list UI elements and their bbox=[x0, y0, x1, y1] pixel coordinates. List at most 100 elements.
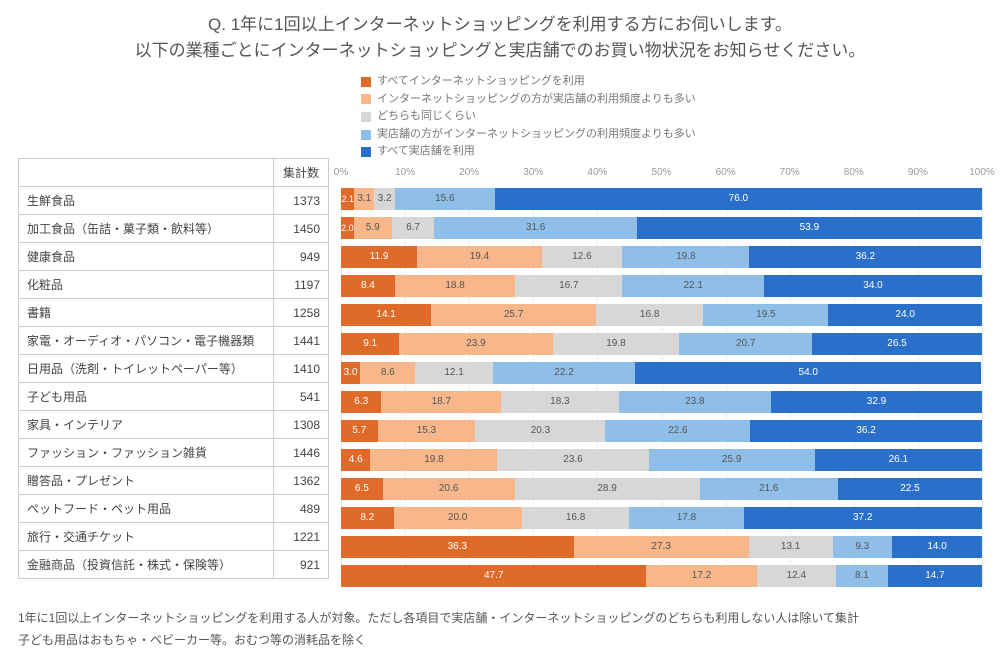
bar-segment: 4.6 bbox=[341, 449, 370, 471]
bar-segment: 8.2 bbox=[341, 507, 394, 529]
category-cell: 健康食品 bbox=[19, 243, 274, 271]
bar-segment: 9.1 bbox=[341, 333, 399, 355]
bar-segment: 36.3 bbox=[341, 536, 574, 558]
legend-item: どちらも同じくらい bbox=[361, 108, 982, 126]
count-cell: 1221 bbox=[274, 523, 329, 551]
legend-item: 実店舗の方がインターネットショッピングの利用頻度よりも多い bbox=[361, 126, 982, 144]
table-row: 家電・オーディオ・パソコン・電子機器類1441 bbox=[19, 327, 329, 355]
table-row: 子ども用品541 bbox=[19, 383, 329, 411]
category-cell: 金融商品（投資信託・株式・保険等） bbox=[19, 551, 274, 579]
bar-row: 2.05.96.731.653.9 bbox=[341, 217, 982, 239]
table-row: 書籍1258 bbox=[19, 299, 329, 327]
legend-item: すべて実店舗を利用 bbox=[361, 143, 982, 161]
bar-segment: 12.1 bbox=[415, 362, 493, 384]
count-cell: 949 bbox=[274, 243, 329, 271]
table-row: 健康食品949 bbox=[19, 243, 329, 271]
table-row: 旅行・交通チケット1221 bbox=[19, 523, 329, 551]
table-row: 化粧品1197 bbox=[19, 271, 329, 299]
bar-row: 14.125.716.819.524.0 bbox=[341, 304, 982, 326]
bar-segment: 8.4 bbox=[341, 275, 395, 297]
bar-segment: 19.4 bbox=[417, 246, 541, 268]
category-cell: 生鮮食品 bbox=[19, 187, 274, 215]
grid-line bbox=[982, 188, 983, 587]
axis-tick: 60% bbox=[716, 167, 736, 178]
count-cell: 541 bbox=[274, 383, 329, 411]
legend-label: すべてインターネットショッピングを利用 bbox=[377, 73, 585, 91]
bar-segment: 20.3 bbox=[475, 420, 605, 442]
count-cell: 1197 bbox=[274, 271, 329, 299]
table-row: 日用品（洗剤・トイレットペーパー等）1410 bbox=[19, 355, 329, 383]
category-cell: 子ども用品 bbox=[19, 383, 274, 411]
category-cell: 日用品（洗剤・トイレットペーパー等） bbox=[19, 355, 274, 383]
category-cell: 化粧品 bbox=[19, 271, 274, 299]
count-cell: 1373 bbox=[274, 187, 329, 215]
bar-segment: 5.9 bbox=[354, 217, 392, 239]
bar-segment: 23.9 bbox=[399, 333, 552, 355]
bar-segment: 8.1 bbox=[836, 565, 888, 587]
count-cell: 1446 bbox=[274, 439, 329, 467]
bar-row: 9.123.919.820.726.5 bbox=[341, 333, 982, 355]
bar-row: 47.717.212.48.114.7 bbox=[341, 565, 982, 587]
legend-label: 実店舗の方がインターネットショッピングの利用頻度よりも多い bbox=[377, 126, 696, 144]
count-cell: 921 bbox=[274, 551, 329, 579]
bar-row: 3.08.612.122.254.0 bbox=[341, 362, 982, 384]
table-row: 家具・インテリア1308 bbox=[19, 411, 329, 439]
bar-row: 36.327.313.19.314.0 bbox=[341, 536, 982, 558]
bar-segment: 2.0 bbox=[341, 217, 354, 239]
legend-swatch bbox=[361, 77, 371, 87]
axis-tick: 30% bbox=[523, 167, 543, 178]
legend-item: すべてインターネットショッピングを利用 bbox=[361, 73, 982, 91]
bar-segment: 12.4 bbox=[757, 565, 836, 587]
legend-swatch bbox=[361, 94, 371, 104]
category-cell: 加工食品（缶詰・菓子類・飲料等） bbox=[19, 215, 274, 243]
bar-row: 8.418.816.722.134.0 bbox=[341, 275, 982, 297]
bar-segment: 36.2 bbox=[749, 246, 981, 268]
bar-segment: 20.0 bbox=[394, 507, 522, 529]
category-cell: 書籍 bbox=[19, 299, 274, 327]
bar-segment: 19.5 bbox=[703, 304, 828, 326]
bar-segment: 18.7 bbox=[381, 391, 501, 413]
legend-label: すべて実店舗を利用 bbox=[377, 143, 475, 161]
bar-segment: 27.3 bbox=[574, 536, 749, 558]
bar-segment: 13.1 bbox=[749, 536, 833, 558]
x-axis: 0%10%20%30%40%50%60%70%80%90%100% bbox=[341, 167, 982, 181]
table-row: ファッション・ファッション雑貨1446 bbox=[19, 439, 329, 467]
bar-segment: 20.7 bbox=[679, 333, 812, 355]
bar-segment: 6.5 bbox=[341, 478, 383, 500]
bar-segment: 22.2 bbox=[493, 362, 635, 384]
title-line1: Q. 1年に1回以上インターネットショッピングを利用する方にお伺いします。 bbox=[208, 15, 792, 34]
bar-segment: 12.6 bbox=[542, 246, 623, 268]
bar-segment: 19.8 bbox=[553, 333, 680, 355]
category-cell: 家電・オーディオ・パソコン・電子機器類 bbox=[19, 327, 274, 355]
axis-tick: 0% bbox=[334, 167, 348, 178]
count-cell: 1410 bbox=[274, 355, 329, 383]
bar-segment: 19.8 bbox=[370, 449, 497, 471]
bar-segment: 11.9 bbox=[341, 246, 417, 268]
legend-swatch bbox=[361, 112, 371, 122]
legend-item: インターネットショッピングの方が実店舗の利用頻度よりも多い bbox=[361, 91, 982, 109]
bar-segment: 18.3 bbox=[501, 391, 618, 413]
bar-segment: 37.2 bbox=[744, 507, 982, 529]
bar-segment: 22.1 bbox=[622, 275, 764, 297]
count-cell: 1258 bbox=[274, 299, 329, 327]
legend-swatch bbox=[361, 147, 371, 157]
bar-segment: 3.2 bbox=[374, 188, 395, 210]
bar-segment: 25.7 bbox=[431, 304, 596, 326]
category-cell: ファッション・ファッション雑貨 bbox=[19, 439, 274, 467]
legend-label: どちらも同じくらい bbox=[377, 108, 476, 126]
axis-tick: 10% bbox=[395, 167, 415, 178]
bar-segment: 28.9 bbox=[515, 478, 700, 500]
blank-header bbox=[19, 159, 274, 187]
bar-row: 6.520.628.921.622.5 bbox=[341, 478, 982, 500]
bar-segment: 54.0 bbox=[635, 362, 981, 384]
chart-area: すべてインターネットショッピングを利用インターネットショッピングの方が実店舗の利… bbox=[341, 73, 982, 594]
bar-row: 4.619.823.625.926.1 bbox=[341, 449, 982, 471]
bar-segment: 31.6 bbox=[434, 217, 636, 239]
table-row: 加工食品（缶詰・菓子類・飲料等）1450 bbox=[19, 215, 329, 243]
bar-segment: 15.6 bbox=[395, 188, 495, 210]
bar-segment: 22.5 bbox=[838, 478, 982, 500]
table-row: 生鮮食品1373 bbox=[19, 187, 329, 215]
bar-segment: 16.7 bbox=[515, 275, 622, 297]
count-cell: 1450 bbox=[274, 215, 329, 243]
table-row: 贈答品・プレゼント1362 bbox=[19, 467, 329, 495]
